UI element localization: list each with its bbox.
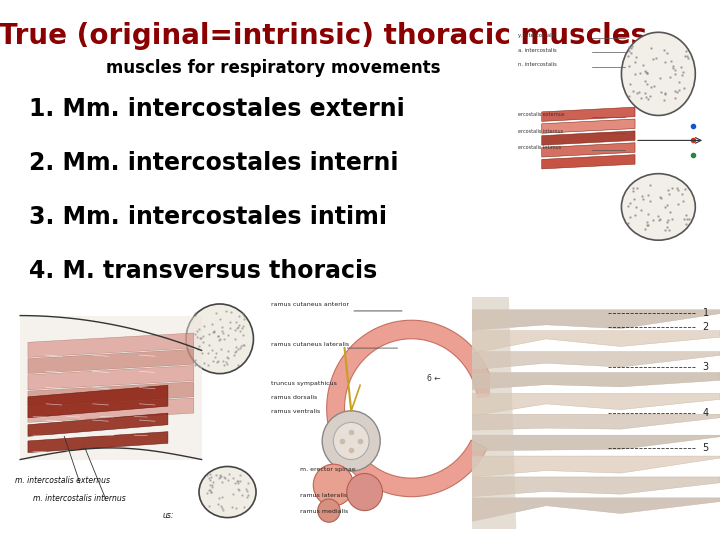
Text: m. erector spinae: m. erector spinae [300,467,356,472]
Text: 1. Mm. intercostales externi: 1. Mm. intercostales externi [29,97,405,121]
Polygon shape [472,373,720,390]
Text: ercostalis externus: ercostalis externus [518,112,564,117]
Text: ercostalis intimus: ercostalis intimus [518,145,562,150]
Polygon shape [327,320,495,497]
Text: n. intercostalis: n. intercostalis [518,62,557,67]
Text: ramus lateralis: ramus lateralis [300,492,347,498]
Text: 6 ←: 6 ← [427,374,441,383]
Text: 3. Mm. intercostales intimi: 3. Mm. intercostales intimi [29,205,387,229]
Text: 1: 1 [703,308,708,318]
Polygon shape [472,498,720,522]
Polygon shape [20,315,202,460]
Text: 4: 4 [703,408,708,418]
Polygon shape [472,352,720,370]
Ellipse shape [621,174,696,240]
Text: us:: us: [163,511,174,519]
Text: truncus sympathicus: truncus sympathicus [271,381,337,386]
Circle shape [313,464,354,506]
Text: ramus cutaneus lateralis: ramus cutaneus lateralis [271,342,349,347]
Polygon shape [28,413,168,436]
Circle shape [318,499,340,522]
Text: 2. Mm. intercostales interni: 2. Mm. intercostales interni [29,151,398,175]
Circle shape [333,422,369,460]
Text: muscles for respiratory movements: muscles for respiratory movements [107,59,441,77]
Polygon shape [472,456,720,477]
Polygon shape [472,414,720,430]
Circle shape [347,474,382,511]
Polygon shape [472,393,720,416]
Text: 5: 5 [703,443,709,453]
Text: ramus ventralis: ramus ventralis [271,409,320,414]
Polygon shape [472,330,720,353]
Ellipse shape [199,467,256,517]
Text: 4. M. transversus thoracis: 4. M. transversus thoracis [29,259,377,283]
Text: m. intercostalis internus: m. intercostalis internus [33,494,126,503]
Polygon shape [541,131,635,145]
Text: a. intercostalis: a. intercostalis [518,48,557,53]
Polygon shape [28,366,194,390]
Polygon shape [28,398,194,422]
Polygon shape [541,143,635,157]
Text: ramus medialis: ramus medialis [300,509,348,514]
Polygon shape [472,310,720,330]
Text: ramus cutaneus anterior: ramus cutaneus anterior [271,302,349,307]
Polygon shape [28,382,194,406]
Ellipse shape [621,32,696,116]
Text: ercostalis internus: ercostalis internus [518,129,564,133]
Text: 3: 3 [703,362,708,372]
Polygon shape [472,297,516,529]
Text: ramus dorsalis: ramus dorsalis [271,395,317,400]
Polygon shape [541,154,635,169]
Polygon shape [28,349,194,374]
Polygon shape [472,477,720,497]
Polygon shape [472,435,720,451]
Text: m. intercostalis externus: m. intercostalis externus [15,476,110,485]
Circle shape [323,411,380,471]
Text: 2: 2 [703,322,709,332]
Text: II. True (original=intrinsic) thoracic muscles: II. True (original=intrinsic) thoracic m… [0,22,647,50]
Polygon shape [28,431,168,453]
Polygon shape [541,107,635,122]
Ellipse shape [186,304,253,374]
Polygon shape [28,385,168,418]
Text: y. intercostalis: y. intercostalis [518,33,557,38]
Polygon shape [541,119,635,133]
Polygon shape [28,333,194,357]
